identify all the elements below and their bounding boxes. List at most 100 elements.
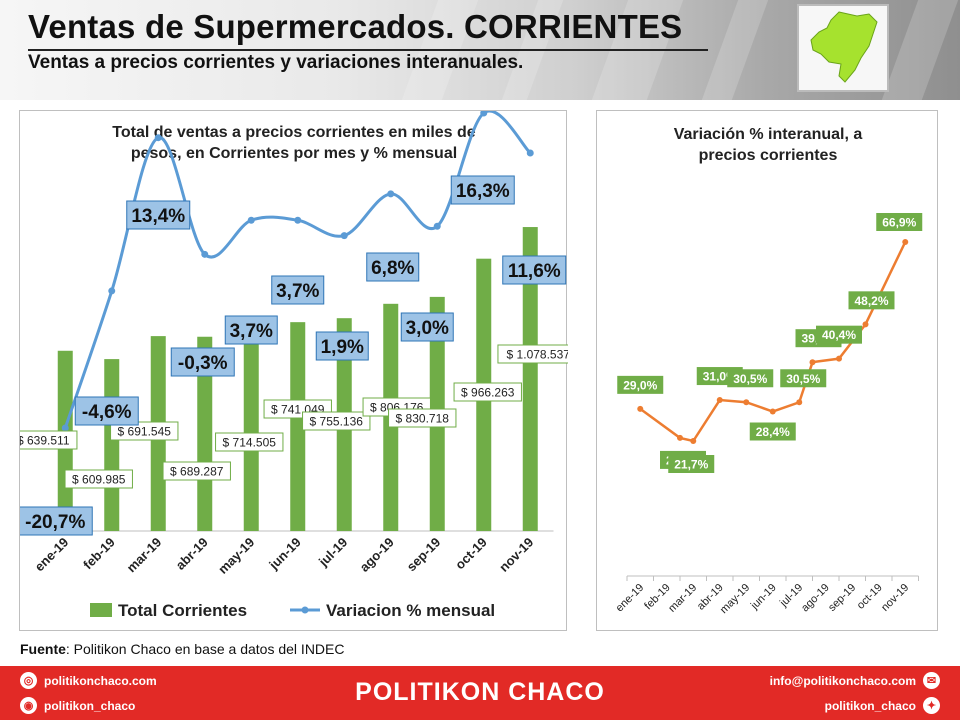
line-value-label-box <box>74 396 139 426</box>
point-label-box <box>816 325 862 344</box>
point-label: 21,7% <box>674 458 708 472</box>
line-point <box>743 399 750 406</box>
line-value-label-box <box>400 312 454 342</box>
chart-title-line: precios corrientes <box>699 147 838 164</box>
monthly-sales-chart: Total de ventas a precios corrientes en … <box>9 109 580 620</box>
point-label: 30,5% <box>733 372 767 386</box>
x-tick-label: ene-19 <box>32 535 72 575</box>
chart-title-line: Variación % interanual, a <box>674 126 863 143</box>
line-point <box>294 216 302 224</box>
footer-email-text: info@politikonchaco.com <box>769 673 916 688</box>
x-tick-label: ago-19 <box>799 582 832 615</box>
bar-value-label-box <box>453 382 522 402</box>
legend-swatch-bars <box>90 603 112 617</box>
x-tick-label: sep-19 <box>826 582 858 614</box>
footer-web-text: politikonchaco.com <box>44 673 157 688</box>
x-tick-label: jun-19 <box>265 535 303 573</box>
point-label: 29,0% <box>623 378 657 392</box>
globe-icon: ◎ <box>20 672 37 689</box>
line-value-label: 3,0% <box>406 318 449 339</box>
line-value-label: -4,6% <box>82 402 132 423</box>
chart-title-line: pesos, en Corrientes por mes y % mensual <box>131 145 457 162</box>
point-label-box <box>749 422 796 441</box>
line-point <box>108 287 116 295</box>
footer-instagram-text: politikon_chaco <box>44 698 136 713</box>
bar-value-label-box <box>388 408 457 428</box>
footer-instagram[interactable]: ◉ politikon_chaco <box>20 697 135 714</box>
x-tick-label: ene-19 <box>614 582 647 615</box>
page-subtitle: Ventas a precios corrientes y variacione… <box>28 52 524 73</box>
source-text: : Politikon Chaco en base a datos del IN… <box>65 641 345 657</box>
line-point <box>637 405 644 412</box>
instagram-icon: ◉ <box>20 697 37 714</box>
bar-value-label: $ 755.136 <box>310 415 364 429</box>
line-point <box>836 355 842 362</box>
line-value-label: 13,4% <box>131 206 185 227</box>
bar-value-label-box <box>215 432 284 452</box>
x-tick-label: abr-19 <box>173 535 211 573</box>
line-value-label-box <box>126 200 191 230</box>
point-label-box <box>848 291 895 310</box>
footer-brand: POLITIKON CHACO <box>355 678 605 706</box>
chart-title-line: Total de ventas a precios corrientes en … <box>112 124 476 141</box>
line-point <box>480 109 488 117</box>
x-tick-label: nov-19 <box>496 535 536 575</box>
footer-twitter-text: politikon_chaco <box>824 698 916 713</box>
footer-web[interactable]: ◎ politikonchaco.com <box>20 672 157 689</box>
line-point <box>387 190 395 198</box>
yoy-variation-chart-panel: Variación % interanual, a precios corrien… <box>596 110 938 631</box>
point-label-box <box>780 369 827 388</box>
source-note: Fuente: Politikon Chaco en base a datos … <box>20 641 345 657</box>
point-label-box <box>668 455 715 473</box>
point-label: 48,2% <box>854 294 888 308</box>
line-point <box>862 321 869 328</box>
x-tick-label: may-19 <box>215 535 257 577</box>
line-point <box>809 359 816 366</box>
bar <box>290 322 306 531</box>
legend-swatch-point <box>301 606 309 614</box>
line-point <box>769 408 776 415</box>
bar-value-label: $ 966.263 <box>461 386 515 400</box>
x-tick-label: jul-19 <box>315 535 350 570</box>
bar-value-label: $ 609.985 <box>72 473 126 487</box>
province-map <box>797 4 889 92</box>
bar-value-label: $ 639.511 <box>20 434 70 448</box>
bar-value-label: $ 689.287 <box>170 465 224 479</box>
point-label: 40,4% <box>822 328 856 342</box>
point-label-box <box>876 213 923 231</box>
legend-label-bars: Total Corrientes <box>118 601 247 620</box>
bar-value-label-box <box>64 469 133 489</box>
line-point <box>61 424 69 432</box>
line-point <box>340 232 348 240</box>
line-value-label: -0,3% <box>178 353 228 374</box>
page-title: Ventas de Supermercados. CORRIENTES <box>28 8 683 45</box>
legend-label-line: Variacion % mensual <box>326 601 495 620</box>
line-value-label: 6,8% <box>371 258 414 279</box>
point-label-box <box>617 375 664 394</box>
line-value-label-box <box>450 175 515 205</box>
header-banner: Ventas de Supermercados. CORRIENTES Vent… <box>0 0 960 100</box>
line-point <box>526 149 534 157</box>
bar <box>197 336 213 531</box>
line-value-label: 1,9% <box>321 337 364 358</box>
line-value-label: 11,6% <box>508 261 561 282</box>
line-value-label: -20,7% <box>25 512 85 533</box>
footer-email[interactable]: info@politikonchaco.com ✉ <box>770 672 940 689</box>
line-point <box>433 222 441 230</box>
point-label: 66,9% <box>882 216 916 230</box>
monthly-sales-chart-panel: Total de ventas a precios corrientes en … <box>9 109 580 631</box>
footer-twitter[interactable]: politikon_chaco ✦ <box>825 697 940 714</box>
title-underline <box>28 49 708 51</box>
yoy-variation-chart: Variación % interanual, a precios corrien… <box>614 126 923 616</box>
line-value-label-box <box>502 255 567 285</box>
x-tick-label: oct-19 <box>452 535 490 573</box>
point-label-box <box>727 369 774 388</box>
line-point <box>677 434 683 441</box>
bar-value-label-box <box>302 411 371 431</box>
line-point <box>902 239 909 245</box>
corrientes-map-icon <box>810 11 878 83</box>
line-point <box>247 216 255 224</box>
x-tick-label: mar-19 <box>666 582 699 615</box>
x-tick-label: mar-19 <box>124 535 165 576</box>
line-value-label: 3,7% <box>276 281 319 302</box>
